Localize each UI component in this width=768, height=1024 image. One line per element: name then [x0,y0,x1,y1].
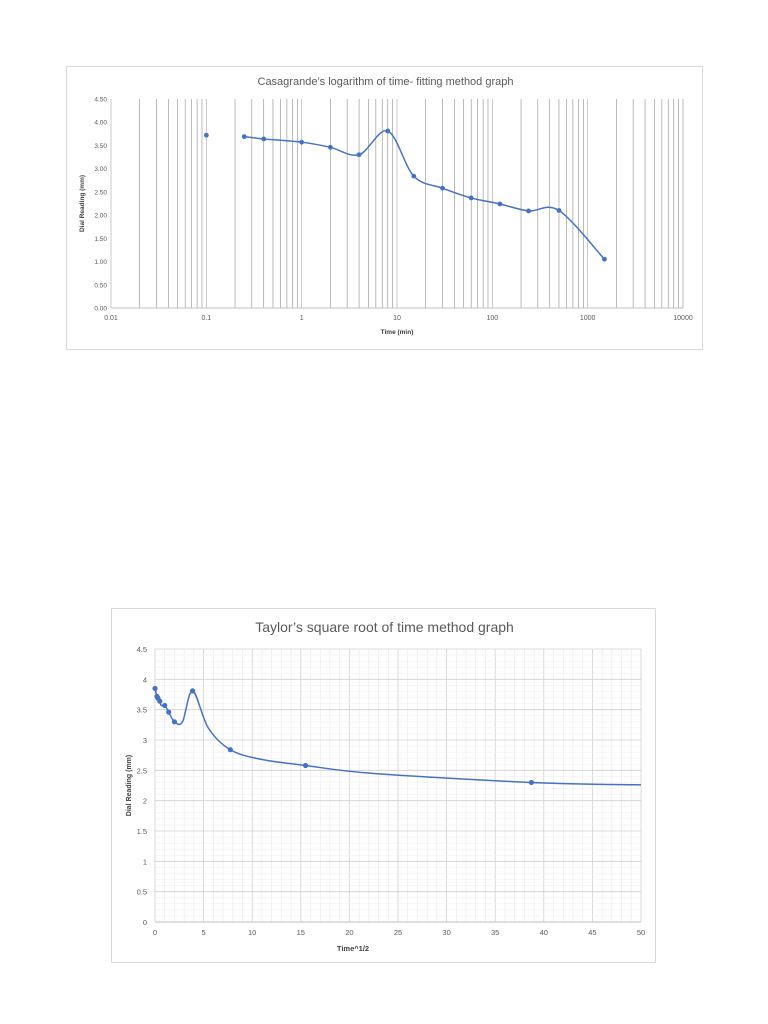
data-point [152,685,158,692]
x-tick-label: 0.1 [201,315,211,322]
y-tick-label: 0 [143,918,147,927]
y-tick-label: 4.00 [94,120,107,127]
x-tick-label: 20 [345,928,353,937]
y-tick-label: 4.50 [94,97,107,104]
data-point [528,779,535,786]
data-point [356,152,362,158]
data-point [440,185,445,191]
y-tick-label: 4 [143,675,147,684]
data-point [227,747,233,753]
gridlines [154,648,642,923]
gridlines [110,99,684,308]
y-tick-label: 0.50 [94,282,107,289]
x-tick-label: 1000 [580,315,596,322]
chart-title: Taylor’s square root of time method grap… [255,619,514,635]
data-point [556,208,562,213]
taylor-chart: Taylor’s square root of time method grap… [111,608,656,963]
y-tick-label: 2.50 [94,189,107,196]
y-tick-label: 2.5 [137,766,147,775]
data-point [385,128,391,134]
y-tick-label: 3 [143,736,147,745]
x-tick-label: 40 [540,928,548,937]
x-axis-title: Time (min) [381,329,414,336]
y-tick-label: 2.00 [94,213,107,220]
x-tick-label: 25 [394,928,402,937]
x-tick-label: 10000 [673,315,693,322]
data-point [411,173,417,179]
chart-title: Casagrande’s logarithm of time- fitting … [258,76,514,88]
x-tick-label: 35 [491,928,499,937]
data-point [468,195,474,201]
y-tick-label: 4.5 [137,645,147,654]
x-tick-label: 1 [300,315,304,322]
y-tick-label: 0.00 [94,306,107,313]
x-tick-label: 30 [442,928,450,937]
x-tick-label: 5 [202,928,206,937]
x-tick-label: 10 [248,928,256,937]
data-point [261,136,267,142]
y-tick-label: 3.00 [94,166,107,173]
x-tick-label: 15 [297,928,305,937]
x-axis-title: Time^1/2 [337,944,369,953]
casagrande-chart-svg: Casagrande’s logarithm of time- fitting … [79,76,693,336]
y-tick-label: 1 [143,857,147,866]
y-axis-title: Dial Reading (mm) [79,175,86,232]
data-point [157,698,163,704]
data-point [602,256,607,262]
data-point [171,719,178,725]
y-tick-label: 1.00 [94,259,107,266]
casagrande-chart: Casagrande’s logarithm of time- fitting … [66,66,703,350]
y-tick-label: 3.5 [137,706,147,715]
data-point [526,208,531,214]
data-point [327,144,333,150]
data-point [302,762,309,769]
x-tick-label: 100 [486,315,498,322]
y-tick-label: 0.5 [137,888,147,897]
data-point [166,709,172,715]
series-line [244,130,605,260]
x-tick-label: 0 [153,928,157,937]
data-point [203,132,209,138]
taylor-chart-svg: Taylor’s square root of time method grap… [126,619,645,953]
x-tick-label: 45 [588,928,596,937]
y-tick-label: 1.5 [137,827,147,836]
y-axis-title: Dial Reading (mm) [126,755,133,816]
data-point [190,688,196,694]
data-point [497,201,503,207]
data-point [241,134,247,140]
x-tick-label: 50 [637,928,645,937]
x-tick-label: 0.01 [104,315,118,322]
x-tick-label: 10 [393,315,401,322]
data-point [162,702,168,709]
y-tick-label: 1.50 [94,236,107,243]
data-point [299,139,305,145]
y-tick-label: 3.50 [94,143,107,150]
y-tick-label: 2 [143,797,147,806]
